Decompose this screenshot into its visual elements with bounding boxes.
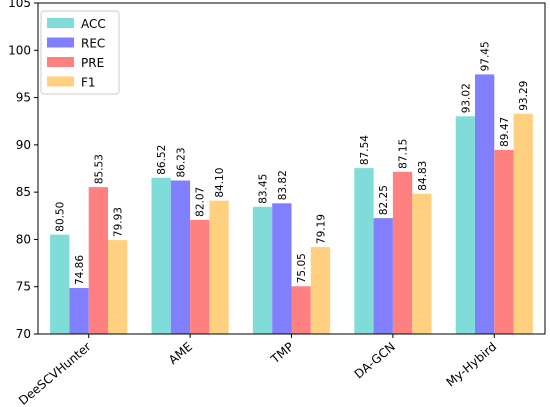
y-tick-label: 90 [16, 138, 31, 152]
bar-value-label: 89.47 [499, 117, 511, 147]
bar-f1 [310, 247, 331, 334]
bar-value-label: 97.45 [480, 41, 492, 71]
legend-swatch-acc [47, 18, 74, 28]
bar-pre [392, 171, 413, 334]
y-tick-label: 70 [16, 327, 31, 341]
bar-pre [190, 219, 210, 334]
x-tick-label: DeeSCVHunter [16, 340, 94, 407]
bar-acc [50, 234, 70, 334]
bar-value-label: 86.52 [156, 145, 168, 175]
legend-label: REC [81, 37, 105, 51]
data-labels-layer: 80.50 74.86 85.53 79.93 86.52 86.23 82.07 84.10… [55, 41, 531, 285]
legend-label: F1 [81, 76, 96, 90]
bar-value-label: 87.15 [398, 139, 410, 169]
bar-f1 [412, 193, 432, 334]
bar-value-label: 93.02 [460, 83, 472, 113]
bar-value-label: 87.54 [359, 135, 371, 165]
x-axis: DeeSCVHunter AME TMP DA-GCN My-Hybird [16, 334, 499, 407]
legend: ACC REC PRE F1 [40, 10, 120, 95]
bar-pre [291, 286, 311, 334]
bar-rec [475, 74, 495, 334]
bar-value-label: 80.50 [55, 202, 67, 232]
legend-box [40, 10, 120, 95]
bar-value-label: 84.10 [214, 168, 226, 198]
legend-swatch-f1 [47, 76, 74, 87]
bar-value-label: 86.23 [175, 147, 187, 177]
y-tick-label: 95 [16, 91, 31, 105]
bar-value-label: 83.82 [277, 170, 289, 200]
legend-label: PRE [81, 56, 104, 70]
bar-rec [170, 180, 191, 334]
bar-value-label: 82.25 [378, 185, 390, 215]
x-tick-label: My-Hybird [444, 340, 500, 390]
legend-swatch-rec [47, 37, 74, 48]
bar-value-label: 83.45 [258, 174, 270, 204]
bar-rec [373, 218, 393, 334]
bar-f1 [108, 240, 128, 334]
bar-acc [252, 206, 273, 334]
bar-value-label: 84.83 [417, 161, 429, 191]
bar-value-label: 82.07 [195, 187, 207, 217]
bar-acc [151, 177, 171, 334]
y-tick-label: 100 [8, 43, 31, 57]
bar-value-label: 93.29 [518, 81, 530, 111]
bar-rec [272, 203, 292, 334]
x-tick-label: TMP [268, 340, 297, 367]
bar-value-label: 79.19 [315, 214, 327, 244]
bar-value-label: 85.53 [93, 154, 105, 184]
bar-rec [69, 288, 89, 334]
x-tick-label: AME [166, 340, 195, 368]
bar-value-label: 79.93 [113, 207, 125, 237]
y-tick-label: 105 [8, 0, 31, 10]
bar-value-label: 74.86 [74, 255, 86, 285]
bar-pre [88, 187, 108, 334]
bar-acc [455, 116, 475, 334]
bar-value-label: 75.05 [296, 253, 308, 283]
y-tick-label: 85 [16, 185, 31, 199]
bar-f1 [209, 200, 229, 334]
x-tick-label: DA-GCN [352, 340, 398, 382]
y-tick-label: 75 [16, 280, 31, 294]
bar-f1 [513, 113, 533, 335]
bar-pre [494, 149, 514, 334]
y-tick-label: 80 [16, 232, 31, 246]
y-axis: 70 75 80 85 90 95 100 105 [8, 0, 38, 341]
bars-layer [50, 74, 533, 335]
legend-swatch-pre [47, 57, 74, 67]
bar-acc [354, 168, 374, 334]
legend-label: ACC [81, 17, 106, 31]
